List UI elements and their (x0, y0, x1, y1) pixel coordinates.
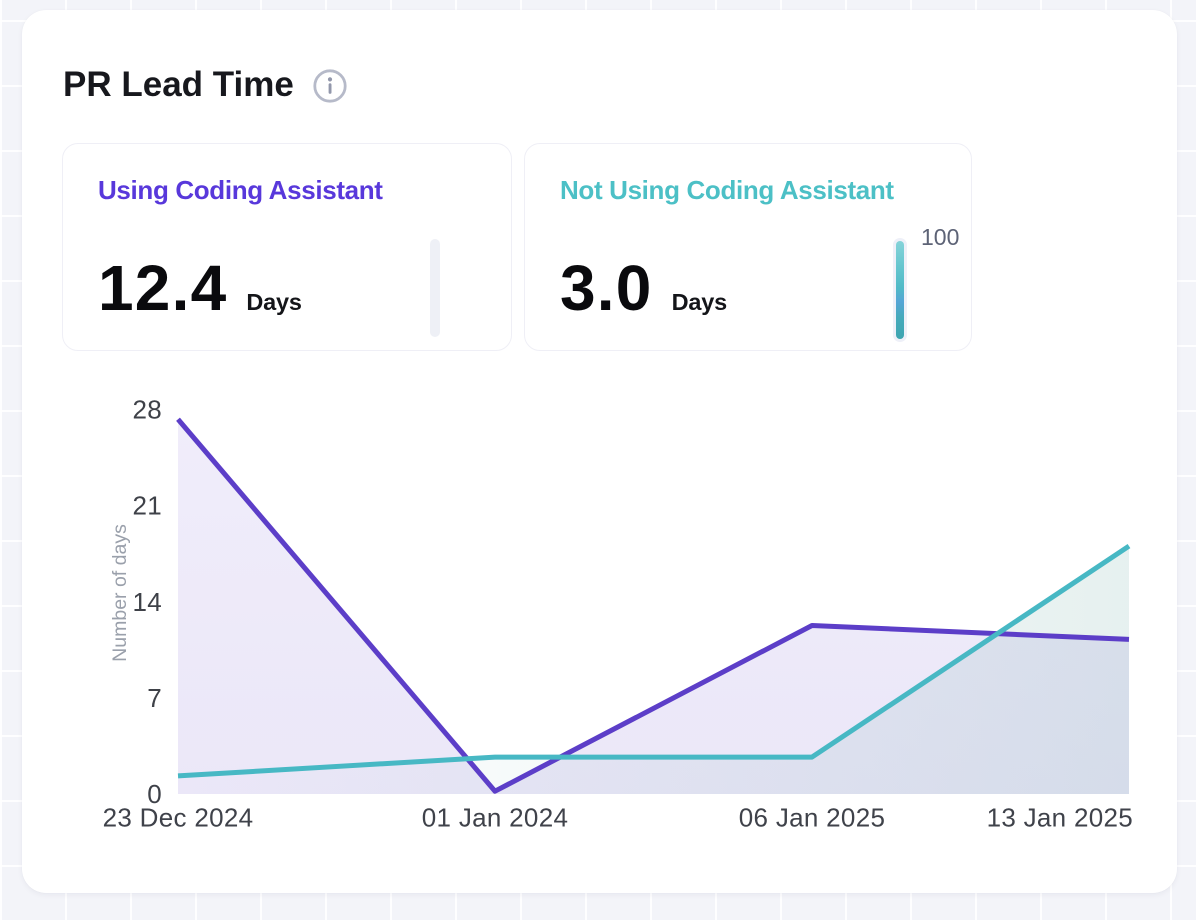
x-tick-label: 13 Jan 2025 (987, 803, 1133, 833)
metric-value: 3.0 (560, 252, 653, 324)
metric-unit: Days (246, 289, 302, 315)
y-tick-label: 0 (147, 779, 162, 809)
metric-progress-bar (893, 238, 907, 342)
page-title: PR Lead Time (63, 64, 294, 104)
series-line-0 (176, 417, 1130, 794)
x-tick-label: 23 Dec 2024 (103, 803, 254, 833)
y-tick-label: 14 (132, 587, 162, 617)
y-tick-label: 7 (147, 683, 162, 713)
y-axis-title: Number of days (109, 524, 131, 662)
y-tick-label: 21 (132, 491, 162, 521)
metric-value-row: 3.0 Days (560, 256, 727, 320)
metric-label: Using Coding Assistant (98, 175, 383, 205)
x-tick-label: 06 Jan 2025 (739, 803, 885, 833)
pr-lead-time-card: PR Lead Time Using Coding Assistant 12.4… (22, 10, 1177, 893)
metric-card-not-using-assistant: Not Using Coding Assistant 3.0 Days 100 (524, 143, 972, 351)
metric-card-using-assistant: Using Coding Assistant 12.4 Days (62, 143, 512, 351)
x-tick-label: 01 Jan 2024 (422, 803, 568, 833)
metric-value: 12.4 (98, 252, 228, 324)
metric-progress-value: 100 (921, 224, 960, 250)
series-area-1 (178, 546, 1129, 794)
metric-unit: Days (671, 289, 728, 315)
card-header: PR Lead Time (63, 64, 347, 104)
metric-progress-fill (896, 241, 904, 339)
y-tick-label: 28 (132, 395, 162, 425)
metric-value-row: 12.4 Days (98, 256, 302, 320)
metric-progress-bar-empty (430, 239, 440, 337)
metric-label: Not Using Coding Assistant (560, 175, 894, 205)
info-icon[interactable] (313, 69, 347, 103)
series-line-1 (177, 544, 1131, 779)
